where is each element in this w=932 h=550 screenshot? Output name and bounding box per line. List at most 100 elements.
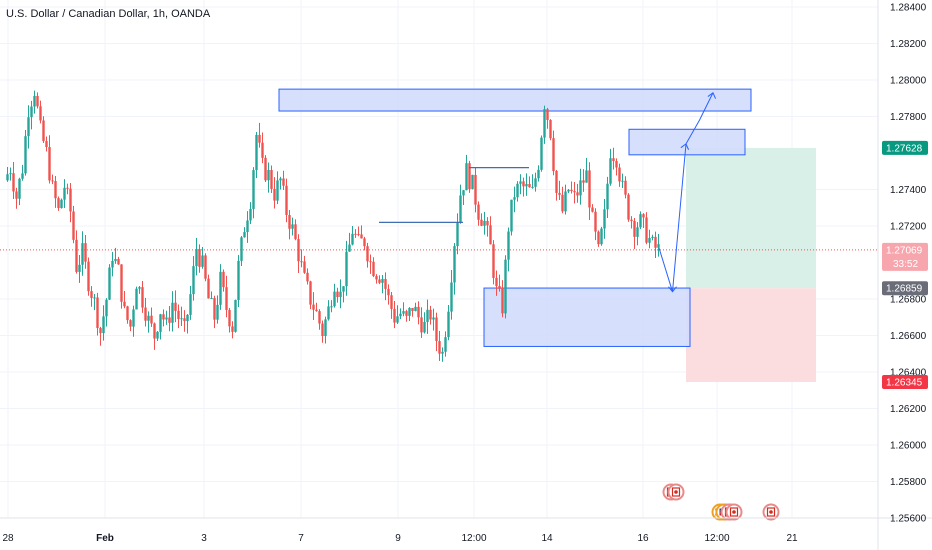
candle-body	[150, 315, 153, 324]
ca-flag-icon	[725, 503, 743, 521]
maple-leaf	[732, 510, 736, 514]
badge-bg	[882, 375, 928, 390]
y-tick-label: 1.28000	[890, 76, 927, 87]
candle-body	[75, 239, 78, 272]
candle-body	[114, 258, 117, 261]
candle-body	[519, 181, 522, 184]
candle-body	[366, 246, 369, 262]
candle-body	[300, 261, 303, 263]
candle-body	[159, 314, 162, 332]
badge-value: 1.26859	[886, 284, 923, 295]
candle-body	[480, 219, 483, 226]
candle-body	[642, 214, 645, 218]
candle-body	[132, 309, 135, 327]
candle-body	[267, 169, 270, 181]
x-tick-label: 3	[201, 533, 207, 544]
candle-body	[441, 351, 444, 354]
candle-body	[558, 192, 561, 195]
y-tick-label: 1.27800	[890, 112, 927, 123]
candle-body	[252, 170, 255, 209]
y-tick-label: 1.28200	[890, 39, 927, 50]
candle-body	[618, 167, 621, 182]
arrowhead	[707, 92, 717, 99]
candle-body	[15, 191, 18, 199]
candle-body	[570, 189, 573, 192]
candle-body	[111, 260, 114, 268]
candle-body	[9, 173, 12, 175]
candle-body	[108, 267, 111, 300]
candle-body	[390, 295, 393, 309]
candle-body	[162, 314, 165, 320]
projection-arrow-target	[707, 92, 717, 99]
candle-body	[18, 178, 21, 199]
candle-body	[39, 106, 42, 121]
candle-body	[36, 95, 39, 107]
candle-body	[81, 243, 84, 265]
candle-body	[147, 315, 150, 321]
candle-body	[495, 277, 498, 287]
candle-body	[387, 288, 390, 296]
candle-body	[627, 194, 630, 220]
candle-body	[276, 180, 279, 201]
arrowhead	[668, 286, 677, 293]
price-zones	[0, 88, 878, 383]
x-tick-label: 12:00	[704, 533, 729, 544]
candle-body	[96, 297, 99, 329]
candle-body	[285, 185, 288, 216]
candle-body	[429, 309, 432, 320]
y-tick-label: 1.26600	[890, 331, 927, 342]
candle-body	[534, 178, 537, 187]
candle-body	[621, 180, 624, 182]
current-price-badge: 1.27069 33:52	[882, 242, 928, 271]
price-axis[interactable]: 1.28400 1.28200 1.28000 1.27800 1.27400 1.272…	[890, 3, 927, 525]
projection-arrow-down	[668, 286, 677, 293]
badge-bg	[882, 140, 928, 155]
candle-body	[102, 316, 105, 334]
badge-countdown: 33:52	[893, 259, 918, 270]
candle-body	[123, 301, 126, 307]
candle-body	[183, 318, 186, 322]
candle-body	[279, 178, 282, 181]
candle-body	[624, 180, 627, 195]
candle-body	[174, 302, 177, 311]
candle-body	[591, 207, 594, 212]
chart-title: U.S. Dollar / Canadian Dollar, 1h, OANDA	[6, 8, 211, 20]
candle-body	[207, 278, 210, 299]
candle-body	[90, 291, 93, 298]
target-price-badge: 1.27628	[882, 140, 928, 155]
candle-body	[639, 214, 642, 228]
candle-body	[525, 184, 528, 187]
candle-body	[282, 178, 285, 186]
candle-body	[450, 282, 453, 312]
candle-body	[426, 309, 429, 322]
candle-body	[411, 307, 414, 312]
candle-body	[603, 209, 606, 229]
candle-body	[483, 220, 486, 226]
candle-body	[594, 211, 597, 232]
candle-body	[84, 243, 87, 262]
candle-body	[498, 286, 501, 289]
candle-body	[363, 238, 366, 247]
candle-body	[636, 227, 639, 237]
y-tick-label: 1.26200	[890, 404, 927, 415]
candle-body	[117, 258, 120, 265]
y-tick-label: 1.28400	[890, 3, 927, 14]
candle-body	[423, 321, 426, 333]
badge-value: 1.27069	[886, 245, 923, 256]
candle-body	[432, 317, 435, 320]
candle-body	[312, 304, 315, 310]
candle-body	[45, 141, 48, 148]
candle-body	[264, 157, 267, 181]
candle-body	[381, 279, 384, 283]
candle-body	[270, 169, 273, 189]
y-tick-label: 1.26800	[890, 295, 927, 306]
candle-body	[120, 264, 123, 302]
maple-leaf	[674, 490, 678, 494]
candle-body	[87, 261, 90, 292]
candle-body	[501, 288, 504, 314]
candle-body	[24, 136, 27, 174]
candle-body	[153, 323, 156, 339]
candle-body	[339, 291, 342, 298]
time-axis[interactable]: 28 Feb 3 7 9 12:00 14 16 12:00 21	[2, 533, 798, 544]
